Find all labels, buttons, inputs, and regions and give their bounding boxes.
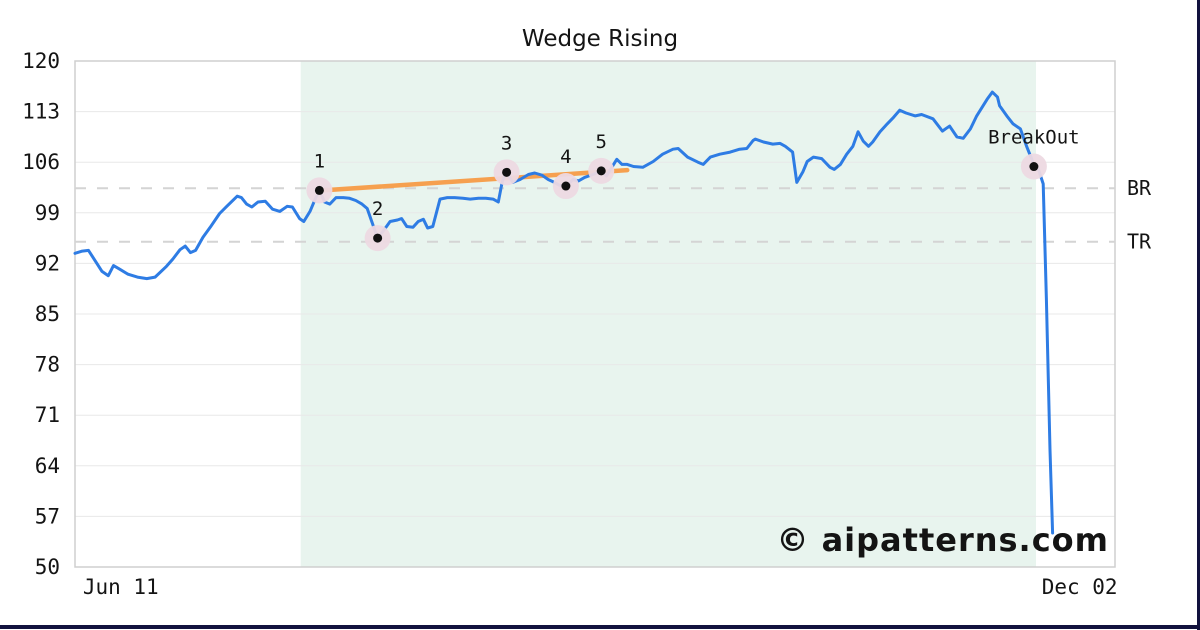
watermark: © aipatterns.com: [776, 521, 1109, 559]
marker-dot: [1029, 162, 1039, 172]
level-label-br: BR: [1127, 176, 1152, 200]
marker-dot: [502, 167, 512, 177]
marker-label: BreakOut: [988, 127, 1080, 149]
marker-label: 5: [596, 131, 607, 153]
y-tick-label: 85: [35, 302, 60, 326]
trendline: [320, 167, 630, 193]
y-tick-label: 78: [35, 353, 60, 377]
y-tick-label: 120: [22, 49, 60, 73]
y-tick-label: 92: [35, 251, 60, 275]
y-tick-label: 57: [35, 504, 60, 528]
marker-label: 2: [372, 198, 383, 220]
marker-label: 1: [314, 150, 325, 172]
y-tick-label: 71: [35, 403, 60, 427]
chart-title: Wedge Rising: [521, 26, 679, 52]
marker-dot: [561, 181, 571, 191]
window-right-border: [1197, 0, 1200, 630]
plot-frame: [74, 60, 1116, 568]
y-tick-label: 99: [35, 201, 60, 225]
marker-label: 4: [560, 146, 571, 168]
x-tick-label: Dec 02: [1042, 575, 1118, 599]
y-tick-label: 50: [35, 555, 60, 579]
marker-dot: [314, 185, 324, 195]
marker-dot: [596, 166, 606, 176]
y-tick-label: 64: [35, 454, 60, 478]
y-tick-label: 113: [22, 100, 60, 124]
window-bottom-border: [0, 625, 1200, 629]
marker-dot: [373, 233, 383, 243]
x-tick-label: Jun 11: [83, 575, 159, 599]
level-label-tr: TR: [1127, 230, 1152, 254]
y-tick-label: 106: [22, 150, 60, 174]
marker-label: 3: [501, 132, 512, 154]
